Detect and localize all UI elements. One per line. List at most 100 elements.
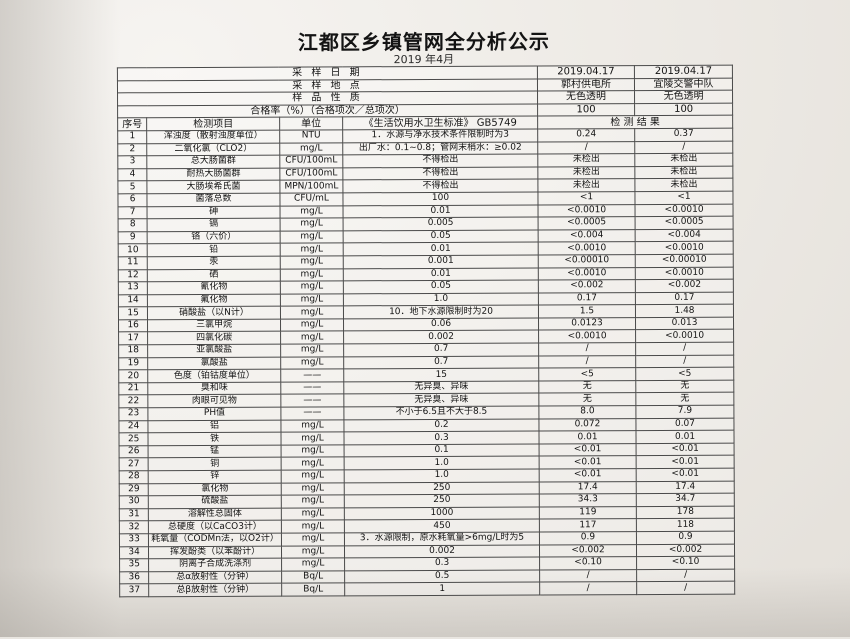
cell-result-1: 1.5 bbox=[538, 304, 636, 318]
cell-result-2: 0.9 bbox=[636, 531, 735, 545]
cell-result-2: <0.0010 bbox=[635, 329, 734, 343]
cell-item: 铅 bbox=[147, 243, 281, 257]
cell-no: 29 bbox=[119, 483, 149, 497]
cell-result-1: / bbox=[537, 141, 635, 155]
cell-result-2: <0.01 bbox=[636, 442, 735, 456]
cell-result-2: <1 bbox=[635, 191, 734, 205]
cell-result-1: <1 bbox=[537, 191, 636, 205]
cell-no: 10 bbox=[118, 244, 148, 257]
cell-standard: 1．水源与净水技术条件限制时为3 bbox=[342, 128, 538, 143]
cell-no: 21 bbox=[118, 382, 149, 396]
cell-item: 三氯甲烷 bbox=[147, 319, 281, 333]
cell-no: 37 bbox=[119, 584, 149, 597]
cell-item: 硒 bbox=[147, 268, 281, 282]
col-item: 检测项目 bbox=[146, 117, 280, 131]
cell-result-1: 17.4 bbox=[539, 481, 637, 495]
meta-value-1: 无色透明 bbox=[537, 90, 635, 104]
cell-no: 32 bbox=[119, 521, 149, 534]
cell-unit: CFU/mL bbox=[279, 192, 344, 206]
cell-item: 亚氯酸盐 bbox=[147, 344, 281, 358]
cell-result-1: <0.002 bbox=[539, 544, 637, 558]
cell-unit: mg/L bbox=[280, 432, 345, 445]
cell-result-2: <0.01 bbox=[636, 455, 735, 469]
cell-result-2: / bbox=[634, 140, 733, 154]
cell-result-2: <0.002 bbox=[635, 279, 734, 293]
cell-result-2: 0.17 bbox=[635, 291, 734, 305]
cell-result-1: <0.0010 bbox=[537, 204, 636, 218]
cell-item: 总β放射性（分钟） bbox=[148, 583, 282, 597]
cell-result-1: <0.0010 bbox=[538, 241, 636, 255]
cell-item: 耗氧量（CODMn法，以O2计） bbox=[148, 533, 282, 547]
cell-unit: mg/L bbox=[280, 318, 344, 332]
cell-result-1: 0.24 bbox=[537, 128, 635, 142]
cell-item: 砷 bbox=[147, 205, 280, 219]
cell-no: 1 bbox=[117, 130, 148, 144]
cell-no: 36 bbox=[119, 571, 149, 585]
cell-no: 33 bbox=[119, 533, 149, 547]
cell-item: 锰 bbox=[148, 444, 281, 459]
cell-unit: mg/L bbox=[280, 243, 344, 257]
cell-result-1: <0.0010 bbox=[538, 267, 636, 281]
cell-no: 9 bbox=[118, 231, 148, 245]
cell-result-1: <0.002 bbox=[538, 279, 636, 293]
cell-result-2: <5 bbox=[635, 367, 734, 381]
cell-no: 4 bbox=[117, 168, 148, 182]
cell-result-2: 7.9 bbox=[635, 405, 734, 419]
meta-value-2: 100 bbox=[634, 102, 733, 116]
cell-standard: 0.7 bbox=[343, 343, 539, 357]
cell-result-2: 未检出 bbox=[634, 178, 733, 192]
cell-result-1: 0.17 bbox=[538, 292, 636, 306]
cell-unit: —— bbox=[280, 406, 345, 420]
cell-result-2: <0.002 bbox=[636, 543, 735, 557]
cell-standard: 0.05 bbox=[343, 280, 539, 294]
cell-result-1: <5 bbox=[538, 367, 636, 381]
cell-standard: 0.001 bbox=[343, 254, 539, 269]
cell-result-1: 34.3 bbox=[539, 493, 637, 507]
cell-item: 挥发酚类（以苯酚计） bbox=[148, 545, 282, 559]
cell-result-2: / bbox=[635, 342, 734, 356]
cell-item: 镉 bbox=[147, 218, 280, 232]
cell-item: 氟化物 bbox=[147, 293, 281, 307]
cell-result-1: <0.00010 bbox=[538, 254, 636, 268]
cell-unit: mg/L bbox=[280, 293, 344, 307]
cell-result-2: 17.4 bbox=[636, 480, 735, 494]
cell-result-2: <0.10 bbox=[636, 556, 735, 570]
cell-standard: 0.3 bbox=[344, 431, 540, 445]
cell-unit: mg/L bbox=[281, 558, 345, 571]
cell-standard: 0.5 bbox=[344, 569, 540, 584]
cell-unit: mg/L bbox=[279, 205, 344, 219]
cell-standard: 3．水源限制，原水耗氧量>6mg/L时为5 bbox=[344, 531, 540, 546]
cell-item: 铬（六价） bbox=[147, 230, 281, 245]
table-body: 采 样 日 期 2019.04.17 2019.04.17 采 样 地 点 郭村… bbox=[117, 65, 735, 597]
cell-unit: mg/L bbox=[280, 457, 345, 471]
cell-result-2: <0.0005 bbox=[635, 216, 734, 230]
cell-item: 耐热大肠菌群 bbox=[147, 167, 280, 182]
meta-value-1: 2019.04.17 bbox=[537, 65, 635, 79]
cell-item: 二氧化氯（CLO2） bbox=[147, 142, 280, 156]
cell-item: 四氯化碳 bbox=[147, 331, 281, 345]
cell-standard: 不小于6.5且不大于8.5 bbox=[344, 406, 539, 420]
cell-item: 氯化物 bbox=[148, 482, 282, 496]
cell-unit: mg/L bbox=[281, 482, 345, 496]
cell-item: 菌落总数 bbox=[147, 193, 280, 207]
table-row: 37 总β放射性（分钟） Bq/L 1// bbox=[119, 581, 735, 597]
cell-standard: 0.01 bbox=[343, 267, 539, 281]
cell-unit: mg/L bbox=[281, 495, 345, 508]
cell-result-1: 117 bbox=[539, 518, 637, 532]
cell-result-1: / bbox=[539, 581, 637, 595]
cell-item: 锌 bbox=[148, 470, 282, 484]
cell-standard: 0.01 bbox=[343, 242, 539, 256]
cell-result-2: <0.0010 bbox=[635, 203, 734, 217]
cell-no: 31 bbox=[119, 508, 149, 522]
cell-result-1: 未检出 bbox=[537, 153, 635, 167]
meta-value-2: 无色透明 bbox=[634, 90, 733, 104]
cell-no: 15 bbox=[118, 306, 148, 320]
cell-result-2: / bbox=[636, 568, 735, 582]
cell-unit: mg/L bbox=[279, 230, 344, 244]
cell-unit: mg/L bbox=[281, 545, 345, 559]
cell-no: 13 bbox=[118, 281, 148, 295]
cell-standard: 不得检出 bbox=[342, 154, 538, 168]
cell-item: 氯酸盐 bbox=[147, 356, 281, 370]
cell-standard: 0.002 bbox=[344, 544, 540, 559]
